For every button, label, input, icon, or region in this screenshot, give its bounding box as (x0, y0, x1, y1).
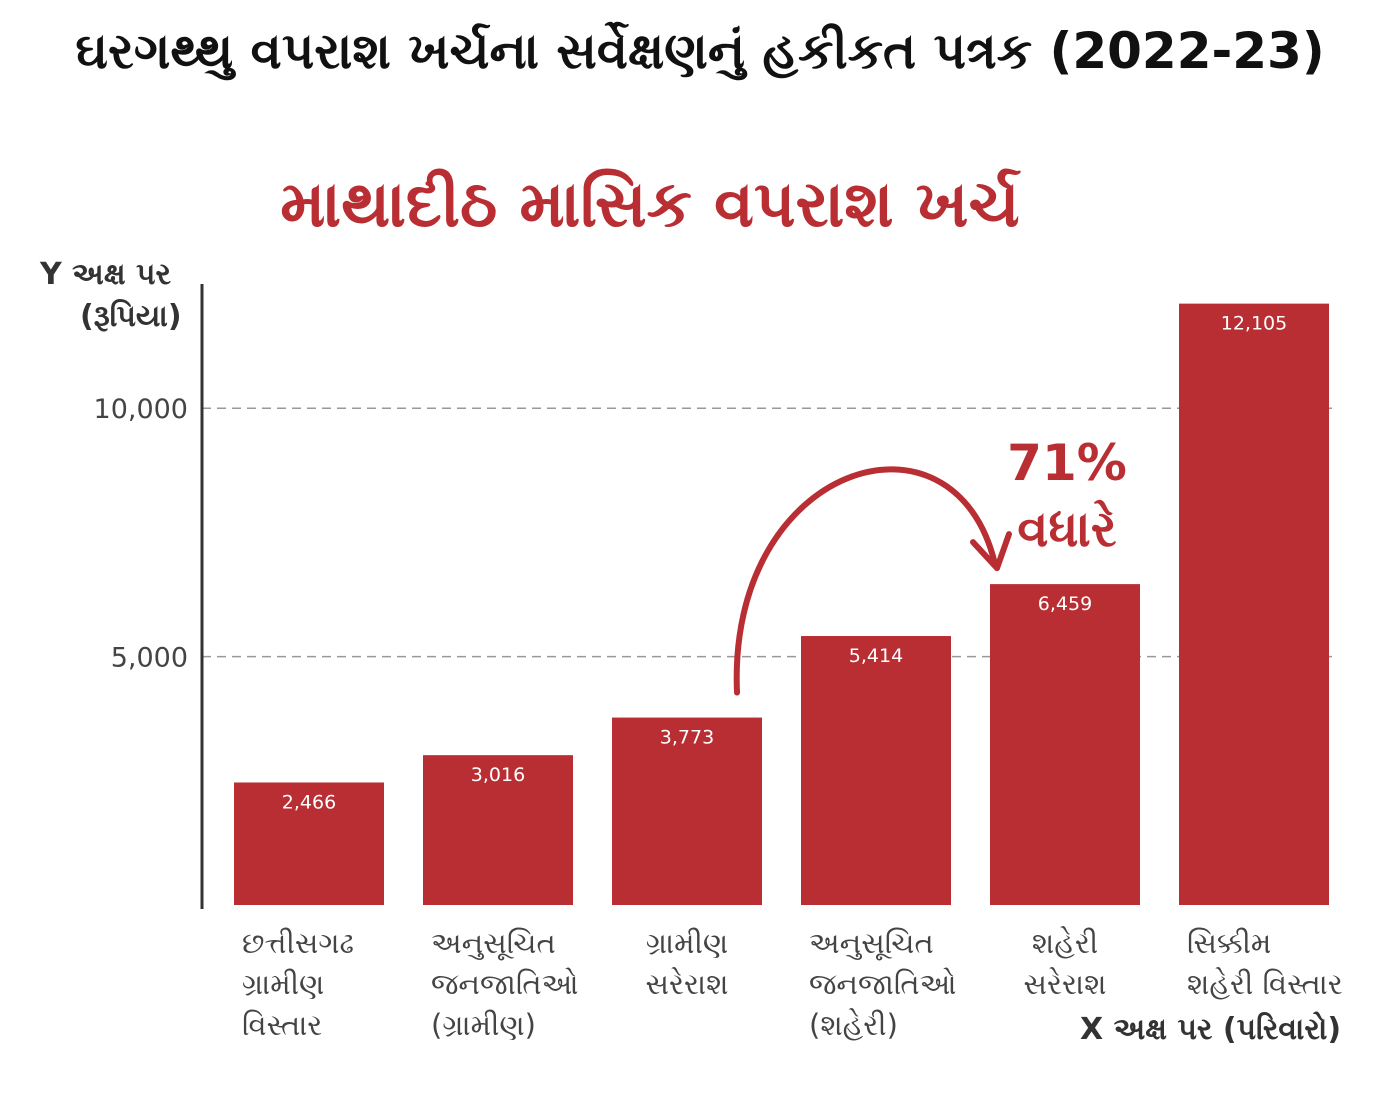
bars: 2,466 3,016 3,773 5,414 6,459 12,105 (234, 303, 1329, 905)
chart-subtitle: માથાદીઠ માસિક વપરાશ ખર્ચ (280, 168, 1020, 242)
x-category-label: સિક્કીમ શહેરી વિસ્તાર (1187, 926, 1343, 1001)
arrow-curve (733, 466, 998, 696)
x-category-label: શહેરી સરેરાશ (1023, 926, 1107, 1001)
y-axis-label: Y અક્ષ પર (રૂપિયા) (40, 254, 182, 338)
y-tick-label: 5,000 (111, 643, 188, 674)
increase-annotation: 71% વધારે (992, 430, 1142, 562)
x-category-label: ગ્રામીણ સરેરાશ (645, 926, 729, 1001)
arrow-head (970, 531, 1012, 572)
bar-value-label: 2,466 (282, 791, 336, 813)
bar (612, 717, 762, 905)
y-axis-label-line2: (રૂપિયા) (80, 299, 182, 334)
bar-value-label: 12,105 (1221, 313, 1287, 335)
increase-arrow (733, 466, 1012, 696)
x-category-label: અનુસૂચિત જનજાતિઓ (શહેરી) (809, 926, 957, 1042)
bar-value-label: 3,016 (471, 764, 525, 786)
bar (990, 584, 1140, 905)
x-axis-label: X અક્ષ પર (પરિવારો) (1080, 1012, 1342, 1047)
increase-text: વધારે (1017, 500, 1117, 558)
bar (234, 782, 384, 905)
x-category-label: અનુસૂચિત જનજાતિઓ (ગ્રામીણ) (431, 926, 579, 1042)
increase-percent: 71% (1007, 434, 1127, 492)
bar-value-label: 6,459 (1038, 593, 1092, 615)
bar-value-label: 5,414 (849, 645, 903, 667)
chart-title: ઘરગથ્થુ વપરાશ ખર્ચના સર્વેક્ષણનું હકીકત … (75, 22, 1325, 80)
y-tick-labels: 5,000 10,000 (94, 394, 188, 673)
bar (1179, 303, 1329, 905)
y-axis-label-line1: Y અક્ષ પર (40, 257, 172, 292)
bar (801, 636, 951, 905)
grid-lines (202, 407, 1332, 658)
y-tick-label: 10,000 (94, 394, 188, 425)
bar-value-label: 3,773 (660, 727, 714, 749)
x-category-label: છત્તીસગઢ ગ્રામીણ વિસ્તાર (242, 926, 354, 1042)
bar (423, 755, 573, 905)
